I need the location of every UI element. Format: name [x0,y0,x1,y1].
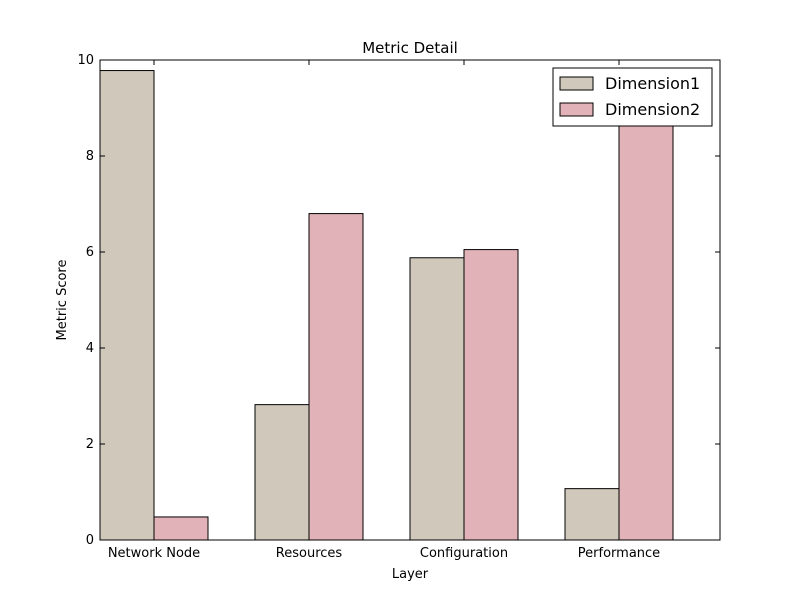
legend-swatch-dimension2 [559,102,594,117]
bar-dimension2-resources [308,213,364,541]
y-axis-label: Metric Score [55,260,70,341]
y-tick-label: 0 [86,533,94,548]
bar-dimension1-resources [254,404,310,541]
y-tick-label: 10 [77,53,94,68]
bar-dimension2-network-node [153,516,209,541]
bar-dimension1-network-node [99,70,155,541]
x-axis-label: Layer [392,567,429,582]
x-tick-label: Resources [276,546,343,561]
legend-label-dimension1: Dimension1 [605,74,700,93]
y-tick-label: 4 [86,341,94,356]
x-tick-label: Configuration [420,546,508,561]
legend-label-dimension2: Dimension2 [605,100,700,119]
y-tick-label: 8 [86,149,94,164]
legend-swatch-dimension1 [559,76,594,91]
bar-dimension1-performance [564,488,620,541]
y-tick-label: 6 [86,245,94,260]
bar-dimension2-configuration [463,249,519,541]
x-tick-label: Network Node [108,546,200,561]
x-tick-label: Performance [578,546,660,561]
bars-layer [99,70,674,541]
y-tick-label: 2 [86,437,94,452]
y-axis: 0 2 4 6 8 10 [77,53,720,548]
chart-title: Metric Detail [362,39,458,57]
bar-dimension1-configuration [409,257,465,541]
plot-frame [99,59,721,541]
bar-dimension2-performance [618,120,674,541]
x-axis: Network Node Resources Configuration Perfor… [108,60,660,561]
legend: Dimension1 Dimension2 [552,67,713,127]
